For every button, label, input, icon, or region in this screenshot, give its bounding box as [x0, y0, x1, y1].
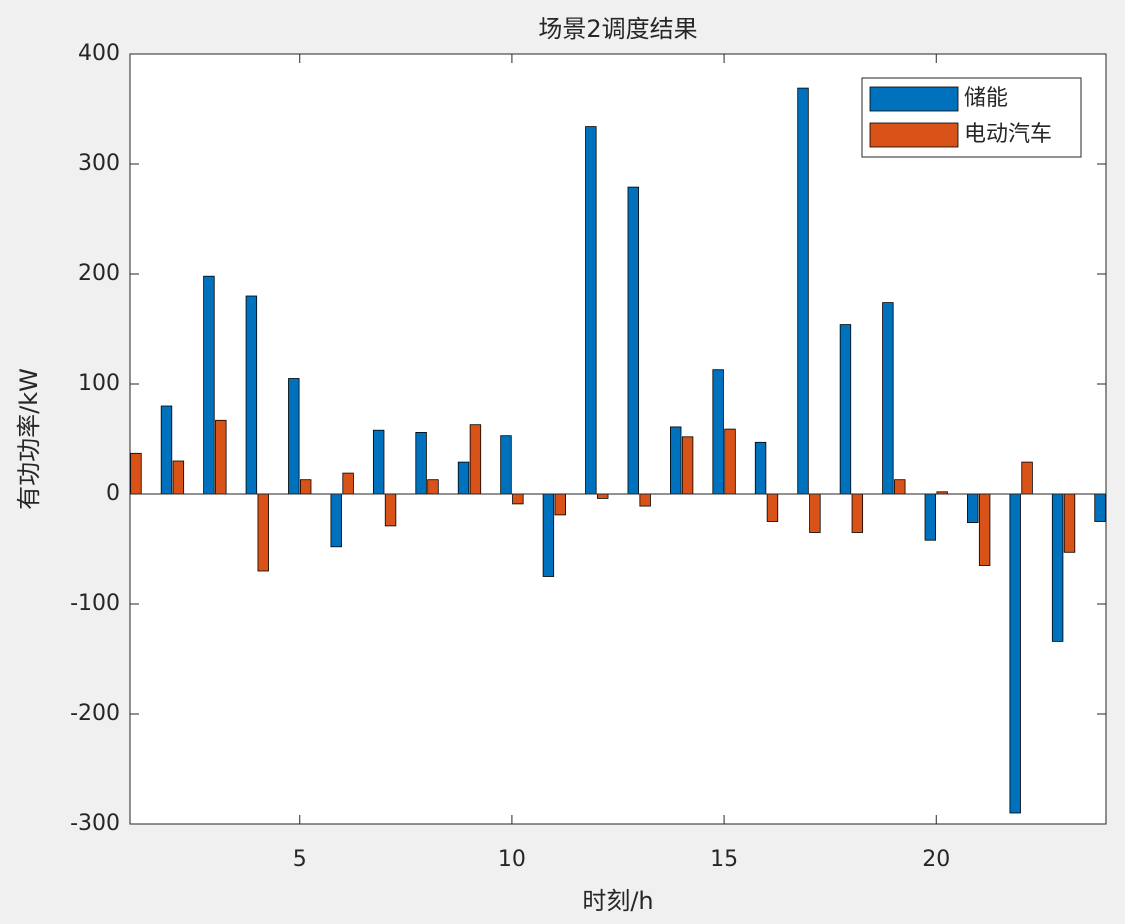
y-axis-label: 有功功率/kW — [15, 368, 43, 510]
bar — [1021, 461, 1033, 495]
bar — [1051, 493, 1064, 642]
bar — [978, 493, 991, 566]
bar — [924, 493, 937, 541]
bar — [894, 479, 906, 495]
bars — [130, 87, 1106, 814]
x-tick-label: 15 — [710, 847, 738, 872]
bar — [203, 275, 215, 495]
bar — [670, 426, 682, 495]
bar — [160, 405, 173, 495]
bar — [809, 493, 821, 533]
bar — [766, 493, 779, 522]
y-tick-label: 400 — [78, 41, 120, 66]
bar — [851, 493, 864, 533]
bar — [215, 419, 227, 495]
bar — [1094, 493, 1106, 522]
bar — [554, 493, 566, 516]
bar — [542, 493, 555, 577]
x-tick-label: 20 — [922, 847, 950, 872]
bar — [585, 126, 597, 495]
x-axis-label: 时刻/h — [582, 887, 653, 915]
bar — [330, 493, 342, 548]
chart-title: 场景2调度结果 — [538, 15, 697, 43]
bar — [724, 428, 736, 495]
x-tick-label: 5 — [293, 847, 307, 872]
bar — [288, 378, 300, 495]
y-tick-label: -300 — [70, 811, 120, 836]
bar — [384, 493, 397, 527]
bar — [839, 324, 852, 495]
bar — [469, 424, 482, 495]
bar — [500, 435, 512, 495]
bar — [1063, 493, 1076, 553]
y-tick-label: -100 — [70, 591, 120, 616]
y-tick-label: 300 — [78, 151, 120, 176]
axes-box — [129, 53, 1107, 825]
bar — [427, 479, 439, 495]
x-tick-label: 10 — [498, 847, 526, 872]
bar — [257, 493, 269, 572]
y-tick-label: 200 — [78, 261, 120, 286]
bar — [372, 429, 385, 495]
bar — [712, 369, 724, 495]
legend-swatch — [869, 122, 959, 148]
bar — [681, 436, 694, 495]
bar — [639, 493, 651, 507]
y-tick-label: 100 — [78, 371, 120, 396]
legend-swatch — [869, 86, 959, 112]
bar — [130, 452, 142, 495]
bar — [512, 493, 524, 505]
bar — [299, 479, 312, 495]
legend-label: 储能 — [964, 86, 1008, 111]
bar — [415, 431, 427, 495]
y-tick-label: -200 — [70, 701, 120, 726]
bar — [457, 461, 470, 495]
bar — [245, 295, 258, 495]
plot-area — [130, 54, 1106, 824]
bar — [597, 493, 609, 499]
bar — [1009, 493, 1021, 814]
bar — [797, 87, 809, 495]
bar — [967, 493, 979, 524]
bar — [882, 302, 894, 495]
bar — [172, 460, 185, 495]
bar — [754, 441, 767, 495]
bar — [627, 186, 639, 495]
y-tick-label: 0 — [106, 481, 120, 506]
legend-label: 电动汽车 — [964, 122, 1052, 147]
bar — [342, 472, 354, 495]
